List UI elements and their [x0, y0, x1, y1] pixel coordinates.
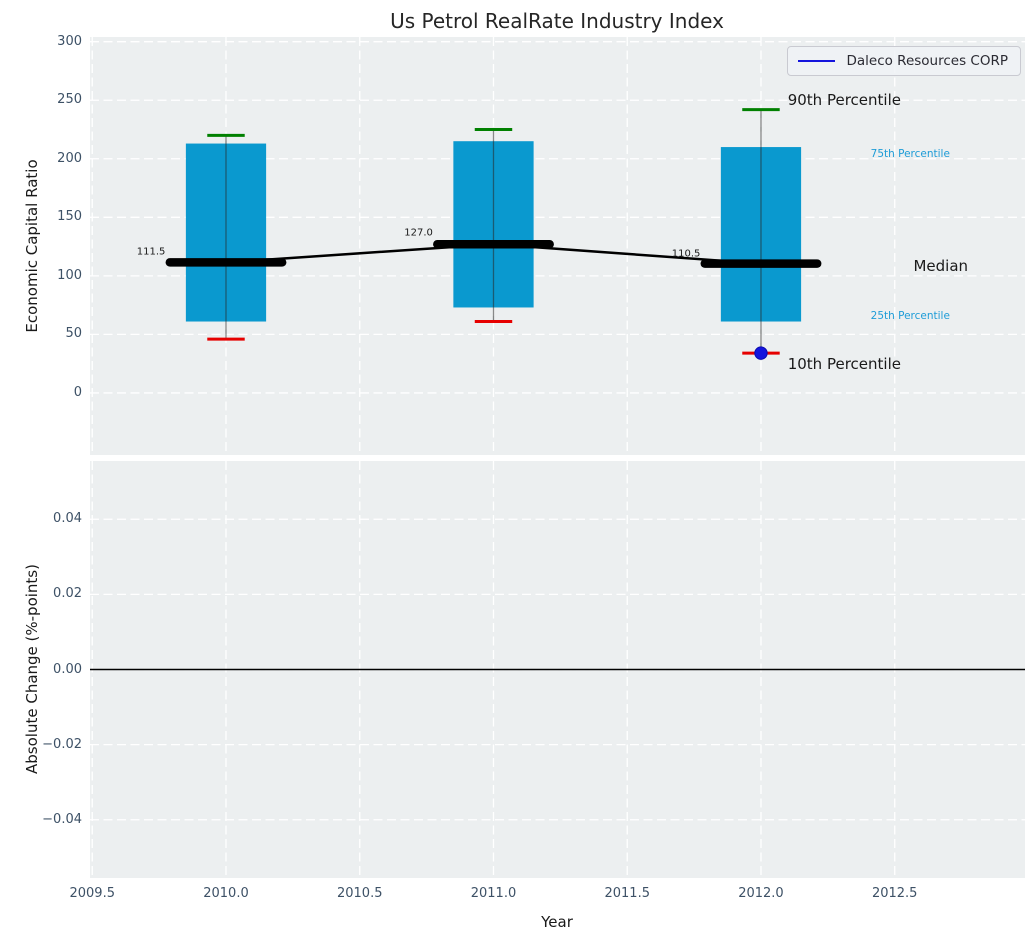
- bottom-y-tick-0.04: 0.04: [53, 511, 82, 527]
- bottom-y-tick-0.02: 0.02: [53, 586, 82, 602]
- legend-line-daleco-resources: [798, 60, 836, 62]
- annotation-median: Median: [913, 257, 969, 276]
- annotation-90th-percentile: 90th Percentile: [787, 91, 901, 110]
- x-tick-2010.5: 2010.5: [336, 886, 383, 901]
- top-y-tick-200: 200: [57, 150, 82, 166]
- top-y-tick-0: 0: [73, 384, 82, 400]
- legend-label-daleco-resources: Daleco Resources CORP: [846, 53, 1008, 69]
- legend: Daleco Resources CORP: [787, 46, 1021, 76]
- x-tick-2011.5: 2011.5: [604, 886, 650, 901]
- top-y-tick-150: 150: [57, 209, 82, 225]
- top-y-tick-100: 100: [57, 267, 82, 283]
- annotation-75th-percentile: 75th Percentile: [870, 148, 950, 161]
- median-value-label-111.5: 111.5: [136, 246, 166, 258]
- annotation-10th-percentile: 10th Percentile: [787, 354, 901, 373]
- x-tick-2009.5: 2009.5: [69, 886, 115, 901]
- top-y-tick-50: 50: [65, 326, 82, 342]
- company-marker-daleco-resources: [754, 346, 768, 360]
- bottom-y-tick-−0.02: −0.02: [42, 736, 82, 752]
- x-tick-2011.0: 2011.0: [470, 886, 517, 901]
- x-tick-2012.5: 2012.5: [871, 886, 918, 901]
- median-value-label-127.0: 127.0: [404, 227, 433, 239]
- top-y-tick-300: 300: [57, 33, 82, 49]
- bottom-y-tick-−0.04: −0.04: [42, 811, 82, 827]
- x-tick-2010.0: 2010.0: [203, 886, 249, 901]
- annotation-25th-percentile: 25th Percentile: [870, 309, 950, 322]
- top-y-tick-250: 250: [57, 92, 82, 108]
- top-y-axis-label: Economic Capital Ratio: [23, 159, 41, 333]
- median-value-label-110.5: 110.5: [671, 248, 701, 260]
- bottom-y-tick-0.00: 0.00: [53, 661, 82, 677]
- chart-title: Us Petrol RealRate Industry Index: [390, 9, 724, 33]
- x-axis-label: Year: [541, 913, 573, 931]
- x-tick-2012.0: 2012.0: [738, 886, 784, 901]
